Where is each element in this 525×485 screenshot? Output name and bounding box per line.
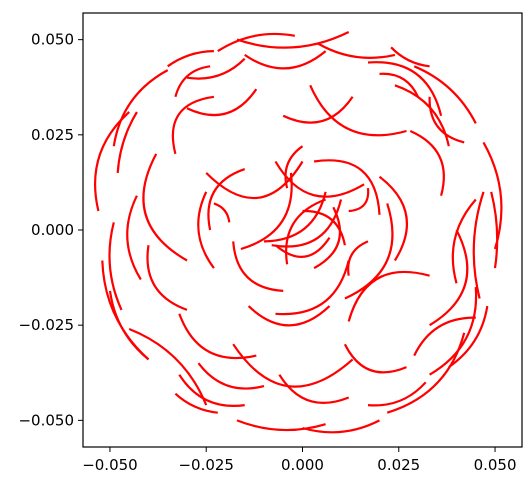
arc-segment <box>174 65 211 98</box>
arc-segment <box>347 270 430 322</box>
arc-segment <box>409 129 445 196</box>
arc-segment <box>302 209 346 246</box>
arc-segment <box>232 343 354 388</box>
arc-segment <box>244 50 327 70</box>
arc-segment <box>386 332 466 414</box>
y-tick-label: −0.025 <box>18 316 74 334</box>
arc-segment <box>271 199 343 248</box>
arc-segment <box>171 95 215 155</box>
arc-segment <box>313 206 342 270</box>
arc-segment <box>116 111 138 173</box>
arc-segment <box>302 419 381 434</box>
arc-segment <box>313 159 381 215</box>
arc-segment <box>205 160 304 199</box>
arc-segment <box>146 245 188 311</box>
y-tick-label: 0.000 <box>31 221 74 239</box>
arc-segment <box>472 191 485 299</box>
x-tick-label: 0.050 <box>474 456 517 474</box>
arc-segment <box>240 172 293 251</box>
arc-segment <box>394 84 450 147</box>
y-tick-label: 0.050 <box>31 31 74 49</box>
arc-segment <box>274 236 331 258</box>
arc-segment <box>309 84 407 137</box>
x-tick-label: −0.025 <box>178 456 234 474</box>
arc-segment <box>413 316 476 357</box>
arc-segment <box>232 241 284 292</box>
arc-segment <box>108 290 150 361</box>
arc-segment <box>101 260 150 361</box>
arc-segment <box>108 222 123 311</box>
y-tick-label: −0.050 <box>18 411 74 429</box>
arc-segment <box>347 240 369 276</box>
arc-segment <box>275 260 350 316</box>
arc-segment <box>367 381 427 407</box>
arc-segment <box>348 187 370 213</box>
arc-segment <box>213 202 231 223</box>
arc-segment <box>186 57 246 80</box>
arc-segment <box>379 72 419 98</box>
arc-segment <box>378 175 408 262</box>
arc-segment <box>236 419 326 432</box>
arc-segment <box>284 145 304 189</box>
arc-segment <box>413 65 477 124</box>
arc-segment <box>94 111 130 212</box>
arc-segment <box>128 327 208 406</box>
arc-segment <box>344 203 394 300</box>
y-tick-label: 0.025 <box>31 126 74 144</box>
arc-segment <box>178 374 245 407</box>
arc-segment <box>278 374 350 405</box>
arc-segment <box>490 191 499 269</box>
x-tick-label: −0.050 <box>82 456 138 474</box>
arc-segment <box>285 198 326 265</box>
x-tick-label: 0.025 <box>377 456 420 474</box>
arc-series <box>94 31 503 434</box>
arc-segment <box>428 96 465 144</box>
arc-segment <box>429 287 478 376</box>
arc-segment <box>186 88 258 117</box>
arc-segment <box>317 42 396 59</box>
arc-segment <box>367 61 443 117</box>
arc-segment <box>390 46 430 68</box>
arc-segment <box>263 191 327 243</box>
arc-segment <box>217 32 295 53</box>
arc-segment <box>236 31 350 49</box>
arc-segment <box>343 343 407 374</box>
arc-segment <box>448 305 489 369</box>
x-axis: −0.050 −0.025 0.000 0.025 0.050 <box>82 447 517 474</box>
arc-segment <box>197 362 265 390</box>
arc-segment <box>429 229 469 327</box>
arc-segment <box>126 195 142 281</box>
arc-segment <box>178 313 257 360</box>
arc-segment <box>174 392 218 414</box>
arc-segment <box>167 50 214 68</box>
x-tick-label: 0.000 <box>281 456 324 474</box>
arc-segment <box>451 198 477 284</box>
arc-segment <box>112 69 169 147</box>
arc-segment <box>274 160 365 198</box>
y-axis: 0.050 0.025 0.000 −0.025 −0.050 <box>18 31 83 429</box>
arc-segment <box>247 305 331 327</box>
arc-segment <box>197 191 215 269</box>
arc-segment <box>142 153 188 262</box>
arc-segment <box>207 168 246 231</box>
arc-segment <box>282 96 354 124</box>
